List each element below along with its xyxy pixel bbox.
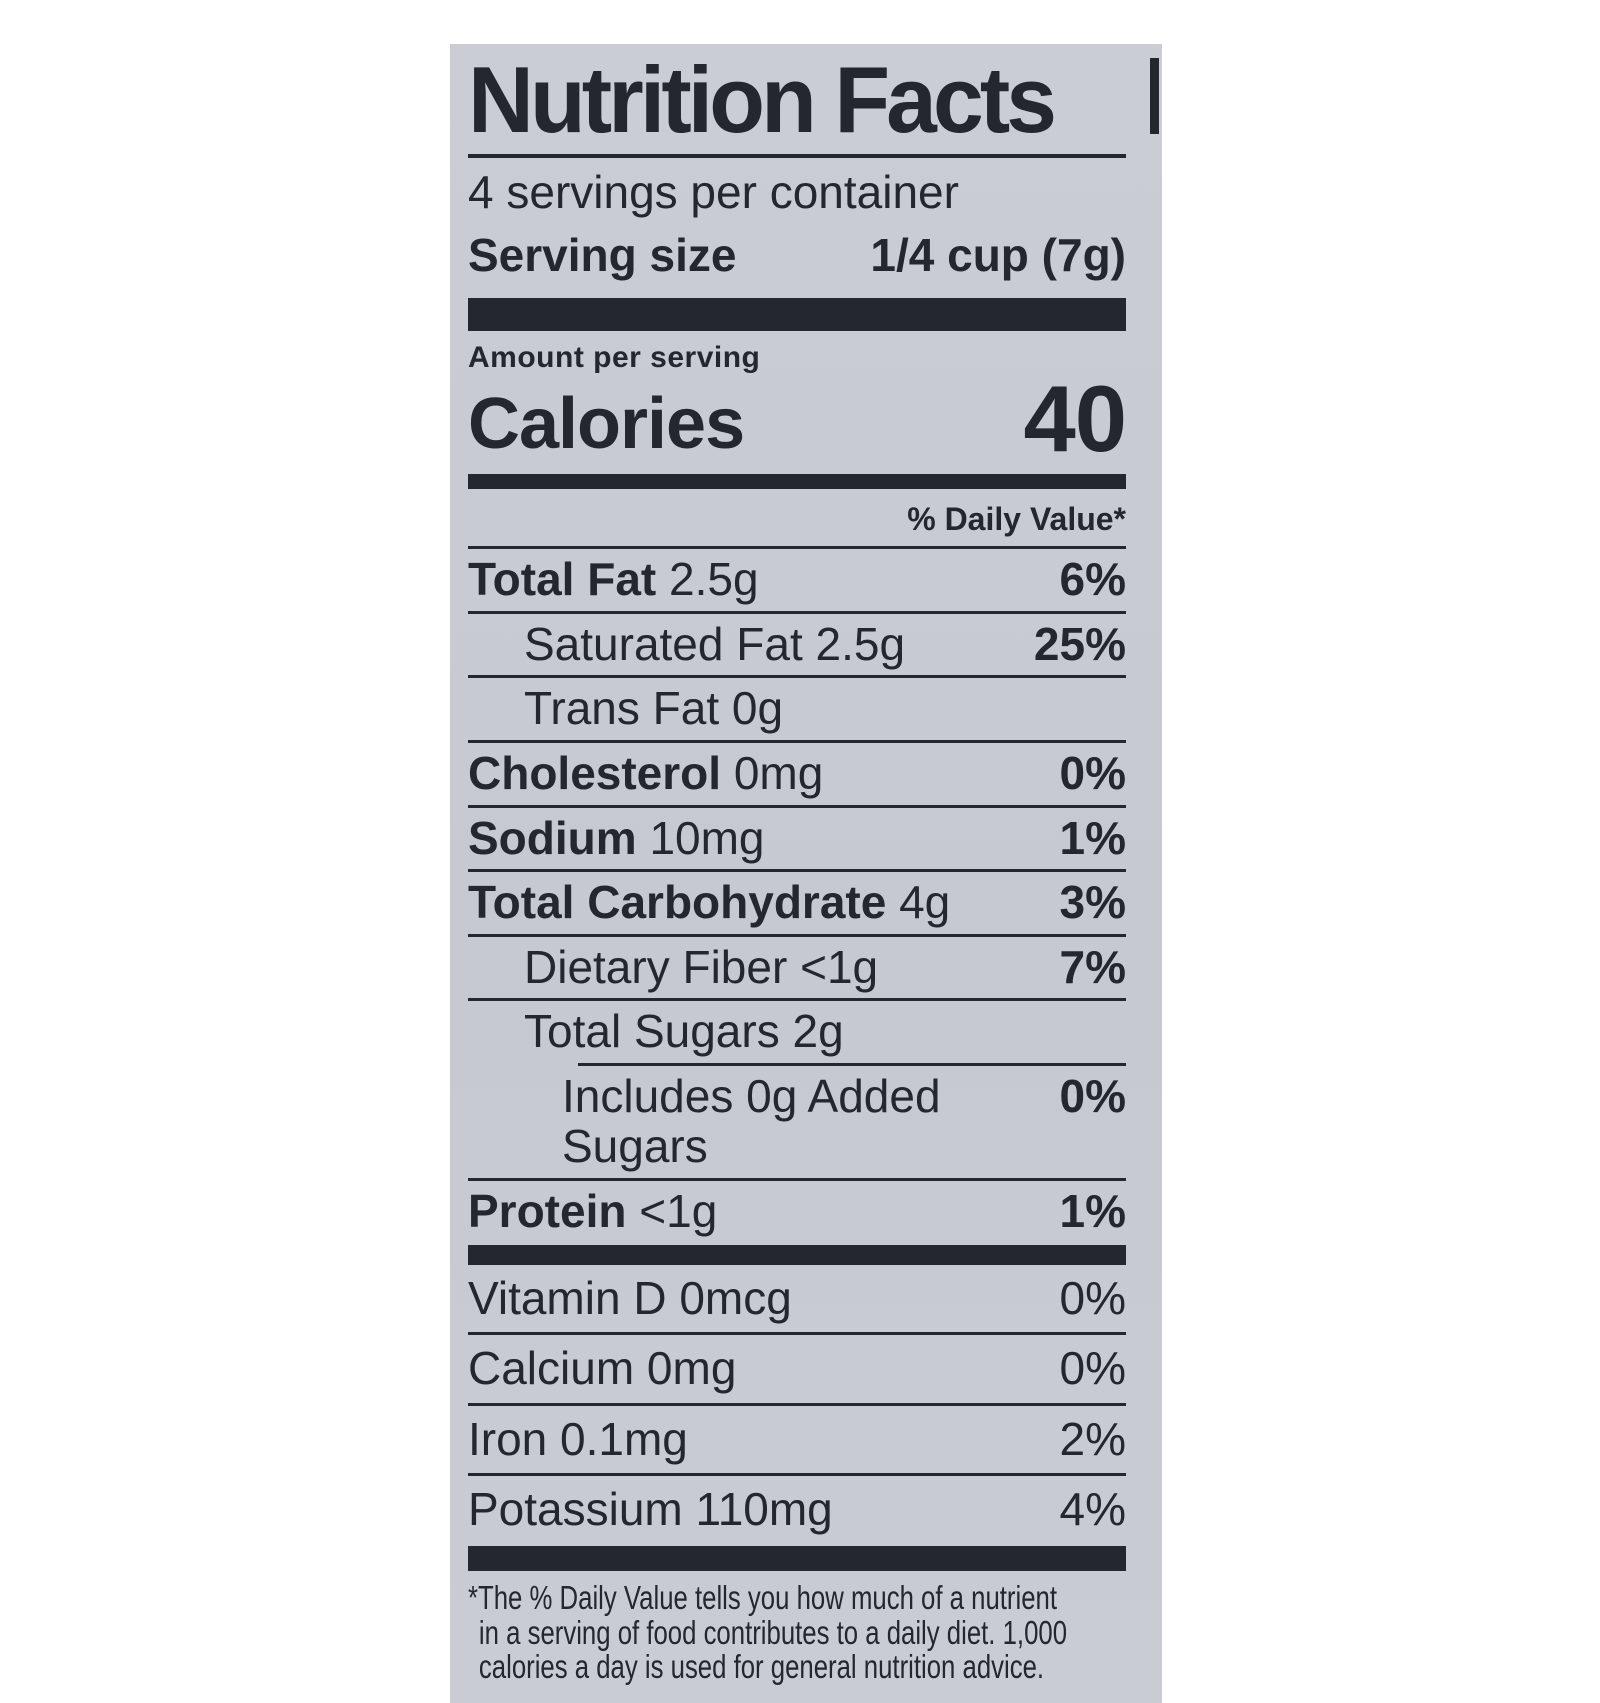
nutrient-row-total-sugars: Total Sugars 2g	[468, 1001, 1126, 1063]
daily-value-percent: 3%	[1059, 876, 1126, 929]
nutrient-name-amount: Iron 0.1mg	[468, 1412, 688, 1465]
footnote-line: calories a day is used for general nutri…	[478, 1648, 1045, 1686]
daily-value-percent: 0%	[1059, 1271, 1126, 1324]
divider-rule	[468, 546, 1126, 550]
micronutrient-row-calcium: Calcium 0mg 0%	[468, 1335, 1126, 1403]
divider-rule	[578, 1062, 1126, 1066]
nutrient-row-protein: Protein <1g 1%	[468, 1181, 1126, 1243]
nutrient-rows: Total Fat 2.5g 6% Saturated Fat 2.5g 25% Tra…	[468, 549, 1126, 1243]
nutrient-name-amount: Trans Fat 0g	[524, 682, 784, 735]
nutrient-name-amount: Dietary Fiber <1g	[524, 940, 879, 993]
section-bar-calories	[468, 474, 1126, 490]
daily-value-percent: 2%	[1059, 1412, 1126, 1465]
daily-value-percent: 4%	[1059, 1483, 1126, 1536]
nutrient-row-sodium: Sodium 10mg 1%	[468, 808, 1126, 870]
divider-rule	[468, 998, 1126, 1002]
serving-size-value: 1/4 cup (7g)	[870, 228, 1126, 281]
nutrient-name-amount: Includes 0g Added Sugars	[562, 1069, 941, 1173]
title-rule	[468, 153, 1126, 158]
daily-value-percent: 6%	[1059, 553, 1126, 606]
daily-value-percent: 25%	[1033, 617, 1126, 670]
divider-rule	[468, 1332, 1126, 1336]
nutrient-row-total-fat: Total Fat 2.5g 6%	[468, 549, 1126, 611]
nutrient-row-trans-fat: Trans Fat 0g	[468, 678, 1126, 740]
micronutrient-rows: Vitamin D 0mcg 0% Calcium 0mg 0% Iron 0.1mg 2…	[468, 1265, 1126, 1544]
divider-rule	[468, 739, 1126, 743]
daily-value-percent: 0%	[1059, 746, 1126, 799]
nutrient-name-amount: Total Fat 2.5g	[468, 553, 759, 606]
serving-size-row: Serving size 1/4 cup (7g)	[468, 229, 1126, 282]
label-edge-mark	[1150, 58, 1159, 134]
daily-value-percent: 0%	[1059, 1342, 1126, 1395]
nutrient-name-amount: Potassium 110mg	[468, 1483, 833, 1536]
calories-label: Calories	[468, 383, 745, 464]
section-bar-bottom	[468, 1546, 1126, 1572]
micronutrient-row-vitamin-d: Vitamin D 0mcg 0%	[468, 1265, 1126, 1333]
nutrient-name-amount: Sodium 10mg	[468, 811, 765, 864]
nutrient-name-amount: Cholesterol 0mg	[468, 746, 824, 799]
nutrient-name-amount: Vitamin D 0mcg	[468, 1271, 792, 1324]
divider-rule	[468, 869, 1126, 873]
daily-value-percent: 1%	[1059, 1185, 1126, 1238]
calories-row: Calories 40	[468, 365, 1127, 471]
nutrient-name-amount: Total Carbohydrate 4g	[468, 876, 951, 929]
nutrient-row-includes-0g-added-sugars: Includes 0g Added Sugars 0%	[468, 1066, 1126, 1178]
daily-value-percent: 7%	[1059, 940, 1126, 993]
nutrient-row-total-carbohydrate: Total Carbohydrate 4g 3%	[468, 872, 1126, 934]
calories-value: 40	[1023, 365, 1127, 471]
divider-rule	[468, 1178, 1126, 1182]
nutrient-name-amount: Total Sugars 2g	[524, 1005, 844, 1058]
serving-size-label: Serving size	[468, 228, 737, 281]
nutrient-row-cholesterol: Cholesterol 0mg 0%	[468, 743, 1126, 805]
daily-value-percent: 1%	[1059, 811, 1126, 864]
section-bar-protein	[468, 1244, 1126, 1265]
divider-rule	[468, 1402, 1126, 1406]
daily-value-footnote: *The % Daily Value tells you how much of…	[468, 1579, 1126, 1686]
section-bar-serving	[468, 297, 1126, 331]
nutrient-name-amount: Protein <1g	[468, 1185, 718, 1238]
daily-value-header: % Daily Value*	[907, 501, 1126, 538]
divider-rule	[468, 933, 1126, 937]
micronutrient-row-iron: Iron 0.1mg 2%	[468, 1406, 1126, 1474]
divider-rule	[468, 1473, 1126, 1477]
nutrient-name-amount: Saturated Fat 2.5g	[524, 617, 906, 670]
nutrition-facts-label: Nutrition Facts 4 servings per container…	[450, 44, 1162, 1703]
footnote-line: *The % Daily Value tells you how much of…	[468, 1579, 1057, 1617]
divider-rule	[468, 675, 1126, 679]
label-title: Nutrition Facts	[468, 47, 1057, 152]
divider-rule	[468, 804, 1126, 808]
daily-value-percent: 0%	[1059, 1069, 1126, 1122]
amount-per-serving-label: Amount per serving	[468, 340, 761, 374]
nutrient-row-dietary-fiber: Dietary Fiber <1g 7%	[468, 937, 1126, 999]
micronutrient-row-potassium: Potassium 110mg 4%	[468, 1476, 1126, 1544]
nutrient-name-amount: Calcium 0mg	[468, 1342, 737, 1395]
nutrient-row-saturated-fat: Saturated Fat 2.5g 25%	[468, 614, 1126, 676]
footnote-line: in a serving of food contributes to a da…	[478, 1613, 1068, 1651]
servings-per-container: 4 servings per container	[468, 165, 959, 218]
divider-rule	[468, 610, 1126, 614]
